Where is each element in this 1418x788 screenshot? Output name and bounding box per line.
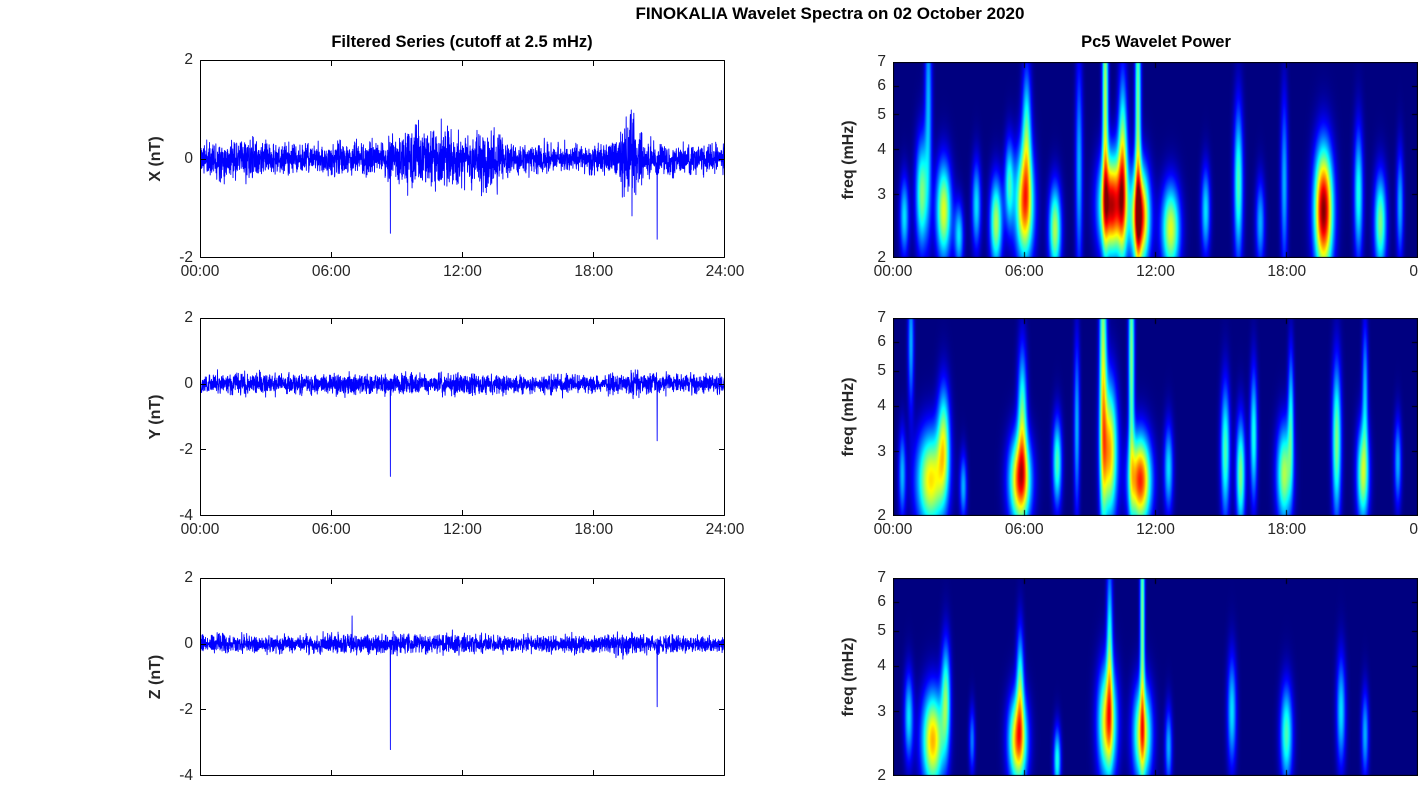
x-wavelet-ytick-label: 6 [877, 77, 886, 95]
y-series-xtick-label: 06:00 [311, 521, 351, 538]
z-series-ylabel: Z (nT) [147, 654, 164, 700]
z-wavelet-ytick-label: 4 [877, 657, 886, 675]
x-series-xtick-label: 18:00 [574, 263, 614, 280]
y-series-xtick-label: 18:00 [574, 521, 614, 538]
x-series-xtick-label: 24:00 [705, 263, 745, 280]
x-wavelet-ytick-label: 3 [877, 185, 886, 203]
x-wavelet-ytick-label: 4 [877, 140, 886, 158]
filtered-series-title: Filtered Series (cutoff at 2.5 mHz) [331, 33, 593, 51]
figure-title: FINOKALIA Wavelet Spectra on 02 October … [635, 4, 1025, 23]
y-wavelet-xtick-label: 12:00 [1136, 521, 1175, 538]
y-wavelet-xtick-label: 06:00 [1004, 521, 1044, 538]
z-wavelet-ytick-label: 5 [877, 622, 886, 640]
x-wavelet-plot [893, 62, 1418, 258]
wavelet-power-title: Pc5 Wavelet Power [1081, 33, 1231, 51]
x-wavelet-xtick-label: 12:00 [1136, 263, 1175, 280]
x-wavelet-xtick-label: 00 [1409, 263, 1418, 280]
z-wavelet-plot [893, 578, 1418, 776]
y-wavelet-ytick-label: 7 [877, 309, 886, 326]
y-series-xtick-label: 12:00 [443, 521, 482, 538]
z-wavelet-ytick-label: 6 [877, 593, 886, 611]
z-series-ytick-label: 2 [184, 569, 193, 586]
x-wavelet-xtick-label: 00:00 [873, 263, 913, 280]
x-series-ytick-label: 0 [184, 150, 193, 167]
x-series-plot [200, 60, 725, 258]
z-series-ytick-label: -2 [179, 701, 193, 718]
y-series-xtick-label: 24:00 [705, 521, 745, 538]
y-series-xtick-label: 00:00 [180, 521, 220, 538]
y-series-plot [200, 318, 725, 516]
y-series-ytick-label: -2 [179, 441, 193, 458]
x-series-xtick-label: 00:00 [180, 263, 220, 280]
y-series-ytick-label: 0 [184, 375, 193, 392]
y-wavelet-ytick-label: 3 [877, 442, 886, 460]
z-series-ytick-label: -4 [179, 767, 193, 784]
x-series-xtick-label: 06:00 [311, 263, 351, 280]
z-series-ytick-label: 0 [184, 635, 193, 652]
y-series-ylabel: Y (nT) [147, 394, 164, 440]
y-wavelet-ytick-label: 5 [877, 362, 886, 380]
x-series-ytick-label: -2 [179, 249, 193, 266]
y-wavelet-ytick-label: 2 [877, 507, 886, 524]
y-wavelet-plot [893, 318, 1418, 516]
y-series-ytick-label: -4 [179, 507, 193, 524]
x-wavelet-xtick-label: 18:00 [1267, 263, 1307, 280]
z-wavelet-ytick-label: 2 [877, 767, 886, 784]
x-wavelet-ytick-label: 7 [877, 53, 886, 70]
y-wavelet-xtick-label: 18:00 [1267, 521, 1307, 538]
y-series-ytick-label: 2 [184, 309, 193, 326]
x-wavelet-ytick-label: 2 [877, 249, 886, 266]
y-wavelet-ytick-label: 6 [877, 333, 886, 351]
x-series-xtick-label: 12:00 [443, 263, 482, 280]
x-wavelet-ytick-label: 5 [877, 105, 886, 123]
z-series-plot [200, 578, 725, 776]
y-wavelet-xtick-label: 00:00 [873, 521, 913, 538]
y-wavelet-ytick-label: 4 [877, 397, 886, 415]
z-wavelet-ytick-label: 3 [877, 702, 886, 720]
y-wavelet-xtick-label: 00 [1409, 521, 1418, 538]
x-series-ytick-label: 2 [184, 51, 193, 68]
x-wavelet-xtick-label: 06:00 [1004, 263, 1044, 280]
z-wavelet-ytick-label: 7 [877, 569, 886, 586]
